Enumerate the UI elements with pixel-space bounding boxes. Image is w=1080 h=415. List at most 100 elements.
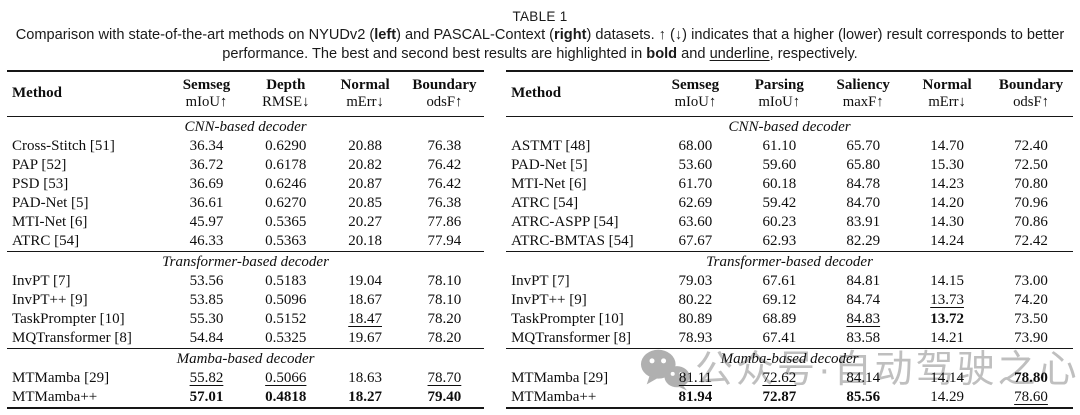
caption-text: , respectively. — [769, 45, 858, 62]
table-row: PAD-Net [5] 53.60 59.60 65.80 15.30 72.50 — [506, 156, 1073, 175]
caption-text: ) datasets. ↑ (↓) indicates that a highe… — [222, 27, 1065, 62]
value-cell: 80.22 — [678, 292, 713, 308]
section-label: CNN-based decoder — [728, 119, 851, 135]
table-header: Method Semseg mIoU↑ Depth RMSE↓ Normal mErr↓ Bo… — [7, 71, 485, 117]
value-cell: 36.72 — [189, 157, 224, 173]
column-metric: mIoU↑ — [185, 94, 228, 110]
section-label: Mamba-based decoder — [7, 348, 485, 369]
table-body: CNN-based decoder Cross-Stitch [51] 36.34 0… — [7, 117, 485, 409]
table-row: TaskPrompter [10] 55.30 0.5152 18.47 78.20 — [7, 310, 484, 329]
value-cell: 72.50 — [1014, 157, 1048, 173]
metric-column-header: Normal mErr↓ — [325, 71, 405, 117]
value-cell: 60.23 — [762, 214, 797, 230]
section-label: Mamba-based decoder — [506, 348, 1073, 369]
header-row: Method Semseg mIoU↑ Depth RMSE↓ Normal mErr↓ Bo… — [7, 71, 485, 117]
value-cell: 14.30 — [930, 214, 964, 230]
value-cell: 20.88 — [348, 138, 382, 154]
value-cell: 73.00 — [1014, 273, 1048, 289]
column-metric: RMSE↓ — [262, 94, 310, 110]
value-cell: 68.89 — [762, 311, 797, 327]
table-row: InvPT [7] 79.03 67.61 84.81 14.15 73.00 — [506, 272, 1073, 291]
value-cell: 79.03 — [678, 273, 713, 289]
value-cell: 18.63 — [348, 370, 382, 386]
value-cell: 76.42 — [427, 157, 462, 173]
value-cell: 84.78 — [846, 176, 881, 192]
method-column-header: Method — [506, 71, 654, 117]
value-cell: 0.5363 — [265, 233, 307, 249]
value-cell: 70.80 — [1014, 176, 1048, 192]
value-cell: 0.5096 — [265, 292, 307, 308]
value-cell: 79.40 — [427, 389, 462, 405]
method-column-header: Method — [7, 71, 167, 117]
value-cell: 14.21 — [930, 330, 964, 346]
tables-container: Method Semseg mIoU↑ Depth RMSE↓ Normal mErr↓ Bo… — [0, 70, 1080, 409]
column-title: Boundary — [998, 77, 1064, 93]
value-cell: 72.62 — [762, 370, 797, 386]
value-cell: 82.29 — [846, 233, 881, 249]
value-cell: 13.73 — [930, 292, 964, 308]
metric-column-header: Boundary odsF↑ — [989, 71, 1073, 117]
column-metric: odsF↑ — [1013, 94, 1049, 110]
column-title: Normal — [922, 77, 972, 93]
value-cell: 69.12 — [762, 292, 797, 308]
section-header-row: CNN-based decoder — [506, 117, 1073, 138]
value-cell: 14.29 — [930, 389, 964, 405]
value-cell: 65.80 — [846, 157, 881, 173]
method-cell: PAP [52] — [12, 157, 67, 173]
value-cell: 81.94 — [678, 389, 713, 405]
value-cell: 84.74 — [846, 292, 881, 308]
value-cell: 77.94 — [427, 233, 462, 249]
value-cell: 36.61 — [189, 195, 224, 211]
column-title: Parsing — [754, 77, 804, 93]
value-cell: 78.10 — [427, 292, 462, 308]
value-cell: 53.56 — [189, 273, 224, 289]
value-cell: 53.60 — [678, 157, 713, 173]
value-cell: 72.87 — [762, 389, 797, 405]
metric-column-header: Depth RMSE↓ — [246, 71, 326, 117]
value-cell: 55.30 — [189, 311, 224, 327]
value-cell: 46.33 — [189, 233, 224, 249]
caption-bold-text: right — [554, 27, 587, 43]
value-cell: 59.42 — [762, 195, 797, 211]
method-cell: InvPT [7] — [12, 273, 71, 289]
table-row: Cross-Stitch [51] 36.34 0.6290 20.88 76.38 — [7, 137, 484, 156]
method-cell: MQTransformer [8] — [511, 330, 631, 346]
value-cell: 14.23 — [930, 176, 964, 192]
section-header-row: Transformer-based decoder — [7, 251, 485, 272]
table-row: MTMamba [29] 55.82 0.5066 18.63 78.70 — [7, 369, 484, 388]
method-cell: PAD-Net [5] — [511, 157, 588, 173]
value-cell: 68.00 — [678, 138, 713, 154]
method-cell: MTI-Net [6] — [511, 176, 587, 192]
value-cell: 60.18 — [762, 176, 797, 192]
method-cell: TaskPrompter [10] — [12, 311, 125, 327]
table-header: Method Semseg mIoU↑ Parsing mIoU↑ Saliency max… — [506, 71, 1073, 117]
table-row: InvPT++ [9] 53.85 0.5096 18.67 78.10 — [7, 291, 484, 310]
table-row: ATRC [54] 62.69 59.42 84.70 14.20 70.96 — [506, 194, 1073, 213]
value-cell: 14.20 — [930, 195, 964, 211]
value-cell: 36.69 — [189, 176, 224, 192]
method-cell: InvPT [7] — [511, 273, 570, 289]
value-cell: 78.80 — [1014, 370, 1048, 386]
value-cell: 45.97 — [189, 214, 224, 230]
value-cell: 61.70 — [678, 176, 713, 192]
table-row: ASTMT [48] 68.00 61.10 65.70 14.70 72.40 — [506, 137, 1073, 156]
caption-bold-text: left — [374, 27, 397, 43]
value-cell: 14.15 — [930, 273, 964, 289]
column-metric: mErr↓ — [346, 94, 384, 110]
metric-column-header: Normal mErr↓ — [905, 71, 990, 117]
method-cell: InvPT++ [9] — [511, 292, 587, 308]
table-row: PSD [53] 36.69 0.6246 20.87 76.42 — [7, 175, 484, 194]
header-row: Method Semseg mIoU↑ Parsing mIoU↑ Saliency max… — [506, 71, 1073, 117]
method-cell: ATRC [54] — [12, 233, 80, 249]
value-cell: 76.38 — [427, 138, 462, 154]
value-cell: 0.4818 — [265, 389, 307, 405]
value-cell: 72.40 — [1014, 138, 1048, 154]
column-title: Semseg — [671, 77, 720, 93]
method-cell: InvPT++ [9] — [12, 292, 88, 308]
nyudv2-results-table: Method Semseg mIoU↑ Depth RMSE↓ Normal mErr↓ Bo… — [7, 70, 485, 409]
value-cell: 84.81 — [846, 273, 881, 289]
value-cell: 20.18 — [348, 233, 382, 249]
column-title: Boundary — [412, 77, 477, 93]
value-cell: 14.70 — [930, 138, 964, 154]
value-cell: 14.14 — [930, 370, 964, 386]
